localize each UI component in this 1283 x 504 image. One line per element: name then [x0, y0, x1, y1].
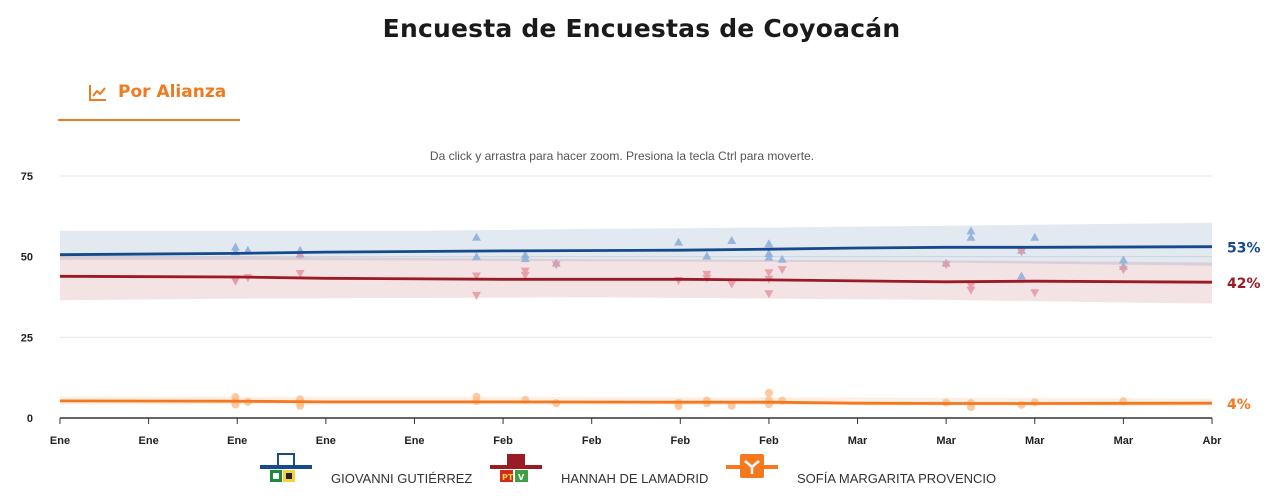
- confidence-band: [60, 222, 1212, 266]
- poll-point[interactable]: [295, 269, 305, 278]
- x-tick-label: Ene: [227, 435, 247, 447]
- y-tick-label: 75: [21, 171, 33, 183]
- legend-label: GIOVANNI GUTIÉRREZ: [331, 471, 473, 486]
- tab-active-underline: [58, 119, 240, 121]
- y-tick-label: 50: [21, 252, 33, 264]
- poll-point[interactable]: [941, 261, 951, 270]
- poll-point[interactable]: [230, 277, 240, 286]
- x-tick-label: Mar: [1025, 435, 1045, 447]
- poll-point[interactable]: [727, 401, 736, 410]
- movimiento-ciudadano-logo-icon: [726, 454, 778, 478]
- pan-pri-prd-logo-icon: [260, 453, 312, 482]
- poll-point[interactable]: [702, 251, 712, 260]
- poll-point[interactable]: [727, 236, 737, 245]
- series-line[interactable]: [59, 399, 1213, 405]
- y-tick-label: 0: [27, 413, 33, 425]
- poll-point[interactable]: [674, 402, 683, 411]
- poll-point[interactable]: [1016, 248, 1026, 257]
- poll-point[interactable]: [674, 237, 684, 246]
- x-tick-label: Mar: [936, 435, 956, 447]
- y-tick-label: 25: [21, 332, 33, 344]
- poll-point[interactable]: [1118, 266, 1128, 275]
- poll-point[interactable]: [1016, 271, 1026, 280]
- x-tick-label: Feb: [671, 435, 691, 447]
- svg-text:PT: PT: [502, 473, 514, 482]
- poll-point[interactable]: [230, 242, 240, 251]
- tab-label: Por Alianza: [118, 82, 227, 102]
- zoom-hint: Da click y arrastra para hacer zoom. Pre…: [429, 149, 815, 163]
- poll-point[interactable]: [1030, 232, 1040, 241]
- poll-point[interactable]: [471, 252, 481, 261]
- poll-point[interactable]: [520, 267, 530, 276]
- x-tick-label: Ene: [404, 435, 424, 447]
- morena-pt-pvem-logo-icon: PT V: [490, 454, 542, 482]
- poll-point[interactable]: [764, 239, 774, 248]
- poll-point[interactable]: [727, 280, 737, 289]
- x-tick-label: Mar: [1114, 435, 1134, 447]
- svg-text:V: V: [518, 473, 525, 482]
- poll-point[interactable]: [471, 291, 481, 300]
- poll-point[interactable]: [764, 290, 774, 299]
- x-tick-label: Ene: [50, 435, 70, 447]
- tab-por-alianza[interactable]: Por Alianza: [58, 78, 240, 121]
- end-value-label: 4%: [1227, 397, 1251, 413]
- poll-point[interactable]: [243, 245, 253, 254]
- poll-point[interactable]: [777, 254, 787, 263]
- end-value-label: 42%: [1227, 276, 1261, 292]
- poll-point[interactable]: [520, 271, 530, 280]
- poll-point[interactable]: [471, 232, 481, 241]
- series-line[interactable]: [59, 245, 1213, 257]
- poll-point[interactable]: [471, 272, 481, 281]
- poll-point[interactable]: [551, 261, 561, 270]
- legend-label: HANNAH DE LAMADRID: [561, 471, 709, 486]
- chart-title: Encuesta de Encuestas de Coyoacán: [382, 14, 901, 43]
- poll-point[interactable]: [966, 226, 976, 235]
- poll-point[interactable]: [966, 286, 976, 295]
- end-value-label: 53%: [1227, 241, 1261, 257]
- x-tick-label: Mar: [848, 435, 868, 447]
- x-tick-label: Abr: [1203, 435, 1223, 447]
- poll-point[interactable]: [1030, 289, 1040, 298]
- series-line[interactable]: [59, 274, 1213, 284]
- line-chart-icon: [89, 85, 106, 101]
- legend: GIOVANNI GUTIÉRREZ PT V HANNAH DE LAMADR…: [0, 452, 1283, 492]
- x-tick-label: Feb: [493, 435, 513, 447]
- x-tick-label: Feb: [582, 435, 602, 447]
- poll-point[interactable]: [966, 232, 976, 241]
- poll-point[interactable]: [777, 266, 787, 275]
- chart-plot[interactable]: 0 25 50 75 Ene Ene Ene Ene Ene Feb Feb Feb Feb Mar Mar…: [0, 165, 1283, 450]
- x-tick-label: Ene: [316, 435, 336, 447]
- poll-point[interactable]: [296, 401, 305, 410]
- poll-point[interactable]: [520, 254, 530, 263]
- x-tick-label: Feb: [759, 435, 779, 447]
- x-tick-label: Ene: [139, 435, 159, 447]
- poll-point[interactable]: [1118, 255, 1128, 264]
- legend-label: SOFÍA MARGARITA PROVENCIO: [797, 471, 997, 486]
- poll-point[interactable]: [966, 403, 975, 412]
- poll-point[interactable]: [764, 252, 774, 261]
- poll-point[interactable]: [764, 388, 773, 397]
- poll-point[interactable]: [966, 282, 976, 291]
- poll-point[interactable]: [764, 269, 774, 278]
